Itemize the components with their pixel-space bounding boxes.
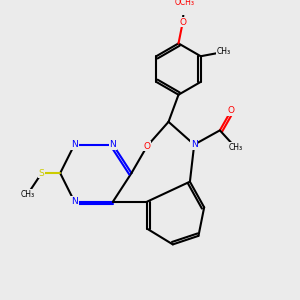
Text: S: S: [39, 169, 44, 178]
Text: N: N: [110, 140, 116, 149]
Text: N: N: [71, 197, 78, 206]
Text: OCH₃: OCH₃: [174, 0, 194, 7]
Text: O: O: [179, 17, 186, 26]
Text: N: N: [191, 140, 198, 149]
Text: O: O: [228, 106, 235, 115]
Text: O: O: [144, 142, 151, 151]
Text: CH₃: CH₃: [229, 143, 243, 152]
Text: CH₃: CH₃: [217, 47, 231, 56]
Text: CH₃: CH₃: [20, 190, 34, 199]
Text: N: N: [71, 140, 78, 149]
